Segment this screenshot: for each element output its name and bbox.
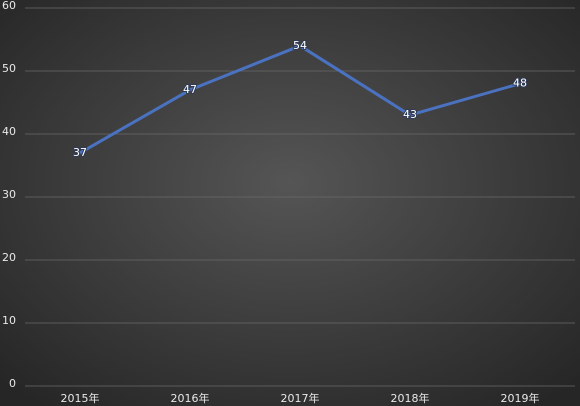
data-label: 54 <box>293 39 307 52</box>
y-tick-label: 10 <box>2 314 16 327</box>
y-tick-label: 60 <box>2 0 16 12</box>
data-label: 37 <box>73 146 87 159</box>
data-line <box>79 44 521 155</box>
y-tick-label: 30 <box>2 188 16 201</box>
y-tick-label: 20 <box>2 251 16 264</box>
x-tick-label: 2016年 <box>171 391 210 405</box>
x-tick-label: 2019年 <box>501 391 540 405</box>
y-tick-label: 0 <box>9 377 16 390</box>
y-tick-label: 50 <box>2 62 16 75</box>
data-label: 48 <box>513 77 527 90</box>
x-tick-label: 2018年 <box>391 391 430 405</box>
data-label: 47 <box>183 83 197 96</box>
x-tick-label: 2017年 <box>281 391 320 405</box>
y-tick-label: 40 <box>2 125 16 138</box>
data-label: 43 <box>403 108 417 121</box>
x-tick-label: 2015年 <box>61 391 100 405</box>
